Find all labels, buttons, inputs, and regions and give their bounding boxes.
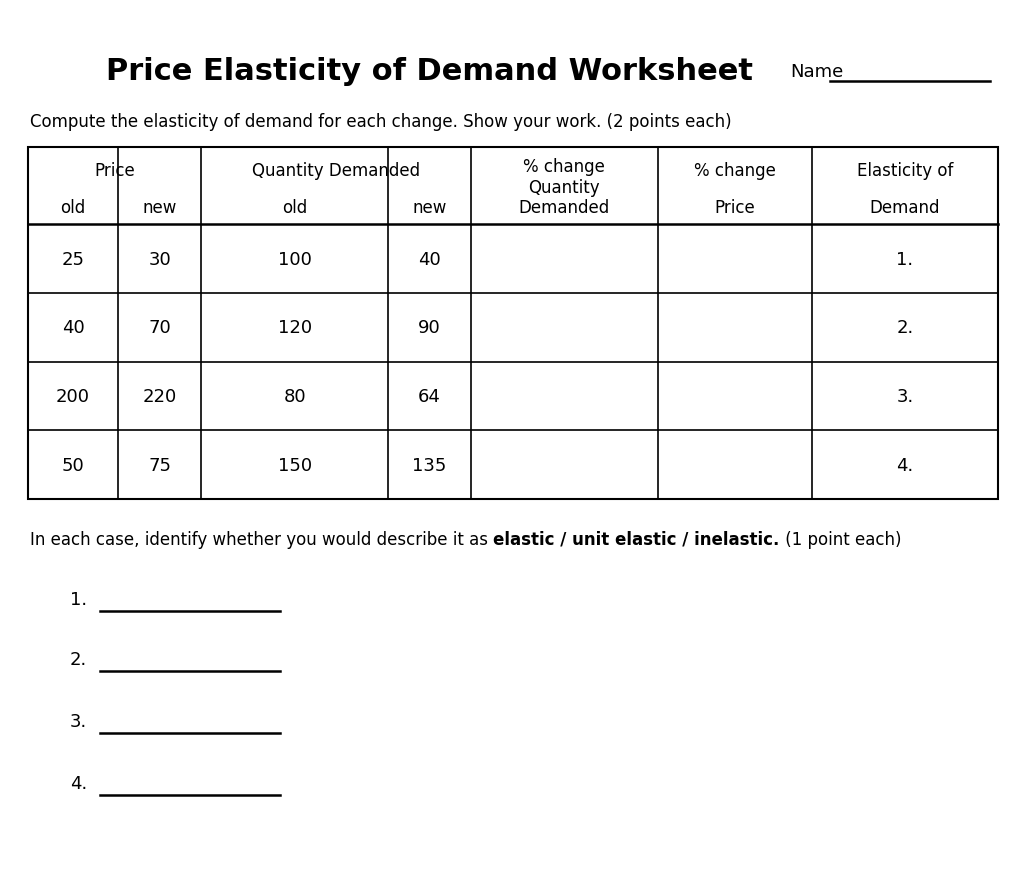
Text: 1.: 1. <box>70 590 87 608</box>
Text: % change: % change <box>693 162 775 180</box>
Text: elastic / unit elastic / inelastic.: elastic / unit elastic / inelastic. <box>494 530 779 548</box>
Text: In each case, identify whether you would describe it as: In each case, identify whether you would… <box>30 530 494 548</box>
Text: 100: 100 <box>278 250 311 269</box>
Text: 4.: 4. <box>896 456 913 474</box>
Text: (1 point each): (1 point each) <box>779 530 901 548</box>
Text: Compute the elasticity of demand for each change. Show your work. (2 points each: Compute the elasticity of demand for eac… <box>30 113 731 131</box>
Text: Quantity Demanded: Quantity Demanded <box>252 162 421 180</box>
Text: 1.: 1. <box>896 250 913 269</box>
Text: Price: Price <box>715 199 755 217</box>
Text: 80: 80 <box>284 388 306 406</box>
Text: 200: 200 <box>56 388 90 406</box>
Text: 50: 50 <box>61 456 84 474</box>
Text: 75: 75 <box>148 456 171 474</box>
Text: 25: 25 <box>61 250 84 269</box>
Text: Quantity: Quantity <box>528 179 600 197</box>
Text: Price: Price <box>94 162 135 180</box>
Text: 150: 150 <box>278 456 311 474</box>
Text: 70: 70 <box>148 319 171 337</box>
Text: 135: 135 <box>413 456 446 474</box>
Text: old: old <box>282 199 307 217</box>
Text: 3.: 3. <box>70 713 87 730</box>
Text: new: new <box>142 199 177 217</box>
Text: 2.: 2. <box>896 319 913 337</box>
Text: new: new <box>413 199 446 217</box>
Bar <box>28 148 998 500</box>
Text: Demanded: Demanded <box>519 199 610 217</box>
Text: 4.: 4. <box>70 774 87 792</box>
Text: Demand: Demand <box>869 199 940 217</box>
Text: 2.: 2. <box>70 650 87 668</box>
Text: 30: 30 <box>148 250 171 269</box>
Text: Elasticity of: Elasticity of <box>857 162 953 180</box>
Text: 120: 120 <box>278 319 311 337</box>
Text: 3.: 3. <box>896 388 913 406</box>
Text: 40: 40 <box>418 250 441 269</box>
Text: Price Elasticity of Demand Worksheet: Price Elasticity of Demand Worksheet <box>106 57 754 86</box>
Text: Name: Name <box>790 63 843 81</box>
Text: 220: 220 <box>142 388 177 406</box>
Text: 90: 90 <box>418 319 441 337</box>
Text: 40: 40 <box>61 319 84 337</box>
Text: % change: % change <box>523 158 605 176</box>
Text: old: old <box>60 199 86 217</box>
Text: 64: 64 <box>418 388 441 406</box>
